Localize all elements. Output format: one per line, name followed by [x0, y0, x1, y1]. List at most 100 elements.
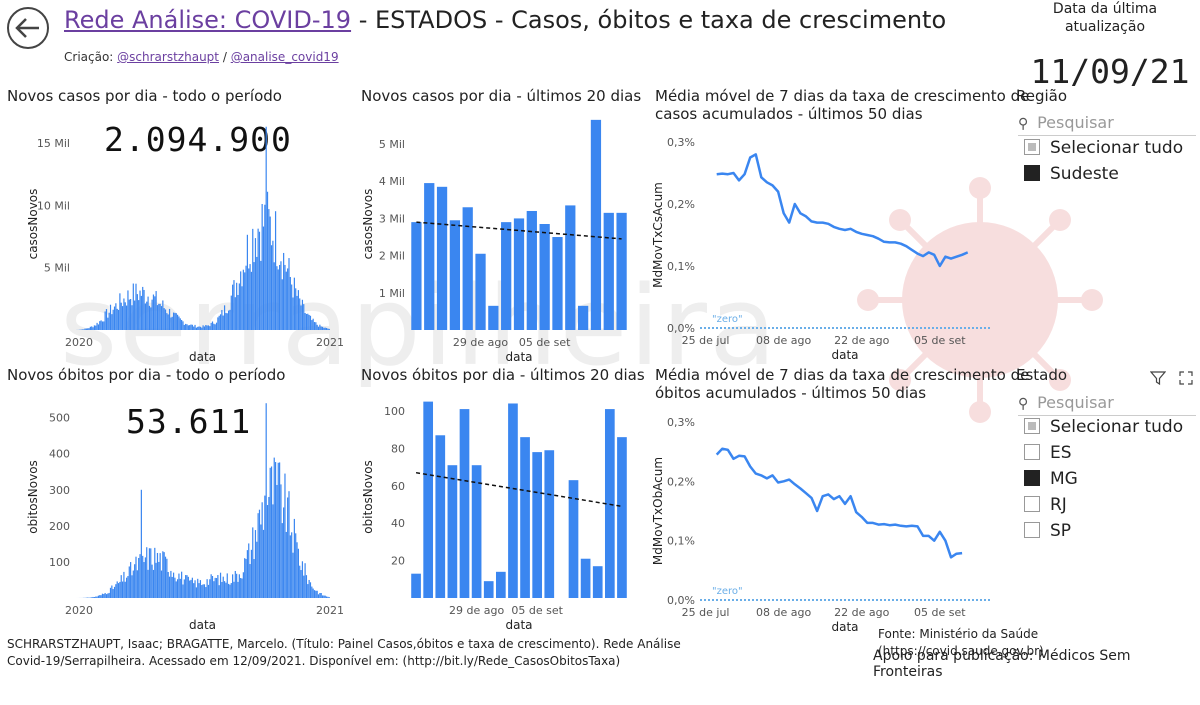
slicer-option-selecionar-tudo[interactable]: Selecionar tudo [1024, 414, 1183, 440]
histogram-bar [99, 321, 101, 330]
histogram-bar [142, 286, 144, 330]
x-tick-label: 22 de ago [834, 334, 889, 347]
bar [501, 222, 512, 330]
bar [459, 409, 470, 598]
checkbox[interactable] [1024, 469, 1040, 486]
slicer-option-sp[interactable]: SP [1024, 518, 1183, 544]
credits-link-author[interactable]: @schrarstzhaupt [117, 50, 219, 64]
checkbox[interactable] [1024, 164, 1040, 181]
x-tick-label: 25 de jul [682, 606, 730, 619]
filter-icon[interactable] [1149, 370, 1167, 390]
slicer-option-selecionar-tudo[interactable]: Selecionar tudo [1024, 135, 1183, 161]
histogram-bar [214, 577, 216, 598]
histogram-bar [181, 319, 183, 330]
histogram-bar [327, 596, 329, 598]
checkbox[interactable] [1024, 443, 1040, 460]
histogram-bar [254, 530, 257, 598]
y-tick-label: 40 [391, 517, 405, 530]
histogram-bar [115, 584, 117, 598]
histogram-bar [272, 504, 274, 598]
slicer-option-es[interactable]: ES [1024, 440, 1183, 466]
histogram-bar [119, 581, 121, 598]
histogram-bar [297, 548, 299, 598]
focus-mode-icon[interactable] [1178, 370, 1194, 390]
y-tick-label: 0,1% [667, 535, 695, 548]
slicer-option-mg[interactable]: MG [1024, 466, 1183, 492]
histogram-bar [126, 305, 128, 330]
slicer-option-rj[interactable]: RJ [1024, 492, 1183, 518]
histogram-bar [297, 290, 299, 330]
histogram-bar [148, 548, 151, 598]
histogram-bar [272, 240, 274, 330]
histogram-bar [250, 271, 253, 330]
histogram-bar [218, 315, 220, 330]
histogram-bar [201, 327, 203, 330]
back-arrow-icon[interactable] [6, 6, 50, 50]
histogram-bar [285, 271, 287, 330]
histogram-bar [234, 297, 236, 330]
histogram-bar [166, 313, 168, 330]
update-label-line-1: Data da última [1052, 1, 1158, 17]
deaths-total: 53.611 [126, 402, 252, 441]
histogram-bar [260, 524, 262, 598]
bar [435, 435, 446, 598]
histogram-bar [142, 555, 144, 598]
histogram-bar [191, 324, 193, 330]
bar [411, 573, 421, 598]
histogram-bar [97, 595, 100, 598]
histogram-bar [222, 576, 224, 598]
histogram-bar [312, 318, 314, 330]
support-credit: Apoio para publicação: Médicos Sem Front… [873, 648, 1131, 680]
histogram-bar [120, 302, 122, 330]
deaths-all-chart[interactable]: 100 200 300 400 500 2020 2021 data obitosNovos [0, 388, 345, 633]
cases-all-chart[interactable]: 5 Mil 10 Mil 15 Mil 2020 2021 data casosNovos [0, 108, 345, 364]
x-tick-label: 08 de ago [756, 334, 811, 347]
histogram-bar [320, 592, 322, 598]
histogram-bar [199, 326, 202, 330]
slicer-option-sudeste[interactable]: Sudeste [1024, 161, 1183, 187]
bar [483, 581, 494, 598]
histogram-bar [315, 322, 317, 330]
histogram-bar [241, 578, 243, 598]
y-tick-label: 20 [391, 555, 405, 568]
cases-20-chart[interactable]: 1 Mil 2 Mil 3 Mil 4 Mil 5 Mil 29 de ago 05 de … [355, 108, 645, 364]
histogram-bar [136, 294, 138, 330]
update-date: 11/09/21 [1030, 52, 1190, 91]
histogram-bar [287, 497, 289, 598]
histogram-bar [135, 556, 137, 598]
histogram-bar [132, 570, 134, 598]
histogram-bar [195, 327, 197, 330]
x-axis-title: data [189, 350, 216, 364]
histogram-bar [241, 286, 243, 330]
regiao-search[interactable]: ⚲ Pesquisar [1018, 113, 1196, 136]
histogram-bar [289, 276, 291, 330]
deaths-rate-title-1: Média móvel de 7 dias da taxa de crescim… [655, 366, 1030, 384]
histogram-bar [296, 295, 298, 330]
histogram-bar [147, 569, 149, 598]
estado-options: Selecionar tudo ES MG RJ SP [1024, 414, 1183, 544]
histogram-bar [187, 576, 189, 598]
cases-rate-chart[interactable]: "zero" 0,0% 0,1% 0,2% 0,3% 25 de jul 08 de ago… [650, 122, 995, 362]
histogram-bar [89, 326, 91, 330]
histogram-bar [295, 533, 297, 598]
histogram-bar [112, 589, 114, 598]
bar [508, 403, 518, 598]
histogram-bar [203, 584, 206, 598]
checkbox[interactable] [1024, 417, 1040, 434]
title-link[interactable]: Rede Análise: COVID-19 [64, 6, 352, 34]
histogram-bar [126, 577, 128, 598]
estado-search[interactable]: ⚲ Pesquisar [1018, 393, 1196, 416]
credits-link-group[interactable]: @analise_covid19 [230, 50, 339, 64]
histogram-bar [292, 552, 294, 598]
histogram-bar [229, 584, 231, 598]
bar [568, 480, 579, 598]
deaths-rate-chart[interactable]: "zero" 0,0% 0,1% 0,2% 0,3% 25 de jul 08 de ago… [650, 402, 995, 637]
histogram-bar [226, 573, 228, 598]
histogram-bar [291, 532, 293, 598]
histogram-bar [166, 558, 168, 598]
checkbox[interactable] [1024, 495, 1040, 512]
checkbox[interactable] [1024, 138, 1040, 155]
checkbox[interactable] [1024, 521, 1040, 538]
histogram-bar [217, 575, 219, 598]
